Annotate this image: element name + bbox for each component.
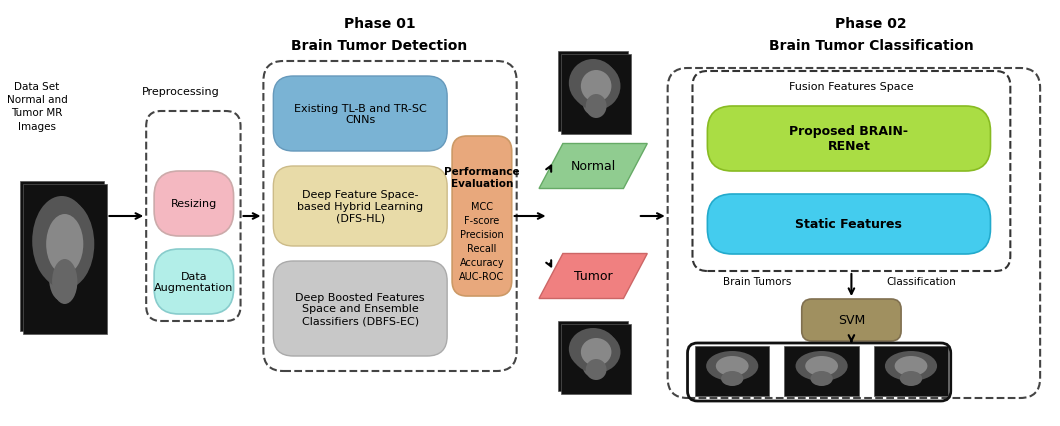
- Text: Performance
Evaluation: Performance Evaluation: [444, 167, 519, 188]
- Text: MCC
F-score
Precision
Recall
Accuracy
AUC-ROC: MCC F-score Precision Recall Accuracy AU…: [459, 201, 505, 281]
- Polygon shape: [540, 254, 648, 299]
- Text: Existing TL-B and TR-SC
CNNs: Existing TL-B and TR-SC CNNs: [294, 104, 426, 125]
- Text: Preprocessing: Preprocessing: [142, 87, 219, 97]
- FancyBboxPatch shape: [273, 167, 447, 246]
- Text: Phase 02: Phase 02: [835, 17, 907, 31]
- FancyBboxPatch shape: [873, 346, 949, 396]
- Text: Brain Tumors: Brain Tumors: [723, 276, 791, 286]
- FancyBboxPatch shape: [273, 262, 447, 356]
- Text: Brain Tumor Detection: Brain Tumor Detection: [292, 39, 467, 53]
- FancyBboxPatch shape: [784, 346, 859, 396]
- FancyBboxPatch shape: [154, 172, 233, 236]
- Text: Normal: Normal: [570, 160, 616, 173]
- FancyBboxPatch shape: [273, 77, 447, 152]
- Ellipse shape: [32, 196, 91, 286]
- Text: Resizing: Resizing: [171, 199, 217, 209]
- Text: Fusion Features Space: Fusion Features Space: [789, 82, 914, 92]
- Ellipse shape: [47, 215, 84, 274]
- Text: Tumor: Tumor: [573, 270, 613, 283]
- FancyBboxPatch shape: [19, 181, 104, 331]
- FancyBboxPatch shape: [695, 346, 770, 396]
- FancyBboxPatch shape: [801, 299, 901, 341]
- Text: SVM: SVM: [837, 313, 865, 326]
- Ellipse shape: [721, 371, 743, 386]
- Ellipse shape: [716, 356, 748, 376]
- Ellipse shape: [581, 71, 612, 103]
- Ellipse shape: [796, 351, 848, 381]
- Ellipse shape: [811, 371, 833, 386]
- Ellipse shape: [885, 351, 937, 381]
- Text: Deep Boosted Features
Space and Ensemble
Classifiers (DBFS-EC): Deep Boosted Features Space and Ensemble…: [296, 292, 425, 325]
- Text: Proposed BRAIN-
RENet: Proposed BRAIN- RENet: [790, 125, 908, 153]
- Ellipse shape: [583, 92, 603, 116]
- FancyBboxPatch shape: [154, 249, 233, 314]
- Text: Classification: Classification: [886, 276, 956, 286]
- Ellipse shape: [52, 259, 77, 304]
- Ellipse shape: [900, 371, 922, 386]
- Ellipse shape: [578, 335, 608, 363]
- Ellipse shape: [569, 60, 618, 108]
- Ellipse shape: [895, 356, 928, 376]
- Ellipse shape: [806, 356, 838, 376]
- Polygon shape: [540, 144, 648, 189]
- FancyBboxPatch shape: [453, 137, 512, 296]
- Ellipse shape: [706, 351, 758, 381]
- Ellipse shape: [569, 328, 618, 370]
- Ellipse shape: [571, 331, 620, 373]
- Text: Phase 01: Phase 01: [343, 17, 416, 31]
- FancyBboxPatch shape: [707, 107, 990, 172]
- Ellipse shape: [49, 256, 74, 301]
- Ellipse shape: [586, 95, 606, 119]
- Text: Static Features: Static Features: [795, 218, 902, 230]
- Ellipse shape: [571, 63, 620, 111]
- Text: Data
Augmentation: Data Augmentation: [154, 271, 233, 293]
- Ellipse shape: [581, 338, 612, 366]
- FancyBboxPatch shape: [22, 184, 107, 334]
- FancyBboxPatch shape: [562, 324, 631, 394]
- FancyBboxPatch shape: [707, 195, 990, 254]
- Ellipse shape: [43, 211, 81, 271]
- Text: Deep Feature Space-
based Hybrid Learning
(DFS-HL): Deep Feature Space- based Hybrid Learnin…: [297, 190, 423, 223]
- FancyBboxPatch shape: [562, 55, 631, 135]
- Ellipse shape: [35, 199, 94, 289]
- FancyBboxPatch shape: [559, 52, 628, 132]
- Ellipse shape: [578, 68, 608, 100]
- Text: Brain Tumor Classification: Brain Tumor Classification: [768, 39, 974, 53]
- Ellipse shape: [583, 356, 603, 377]
- FancyBboxPatch shape: [559, 321, 628, 391]
- Ellipse shape: [586, 359, 606, 380]
- Text: Data Set
Normal and
Tumor MR
Images: Data Set Normal and Tumor MR Images: [6, 82, 67, 131]
